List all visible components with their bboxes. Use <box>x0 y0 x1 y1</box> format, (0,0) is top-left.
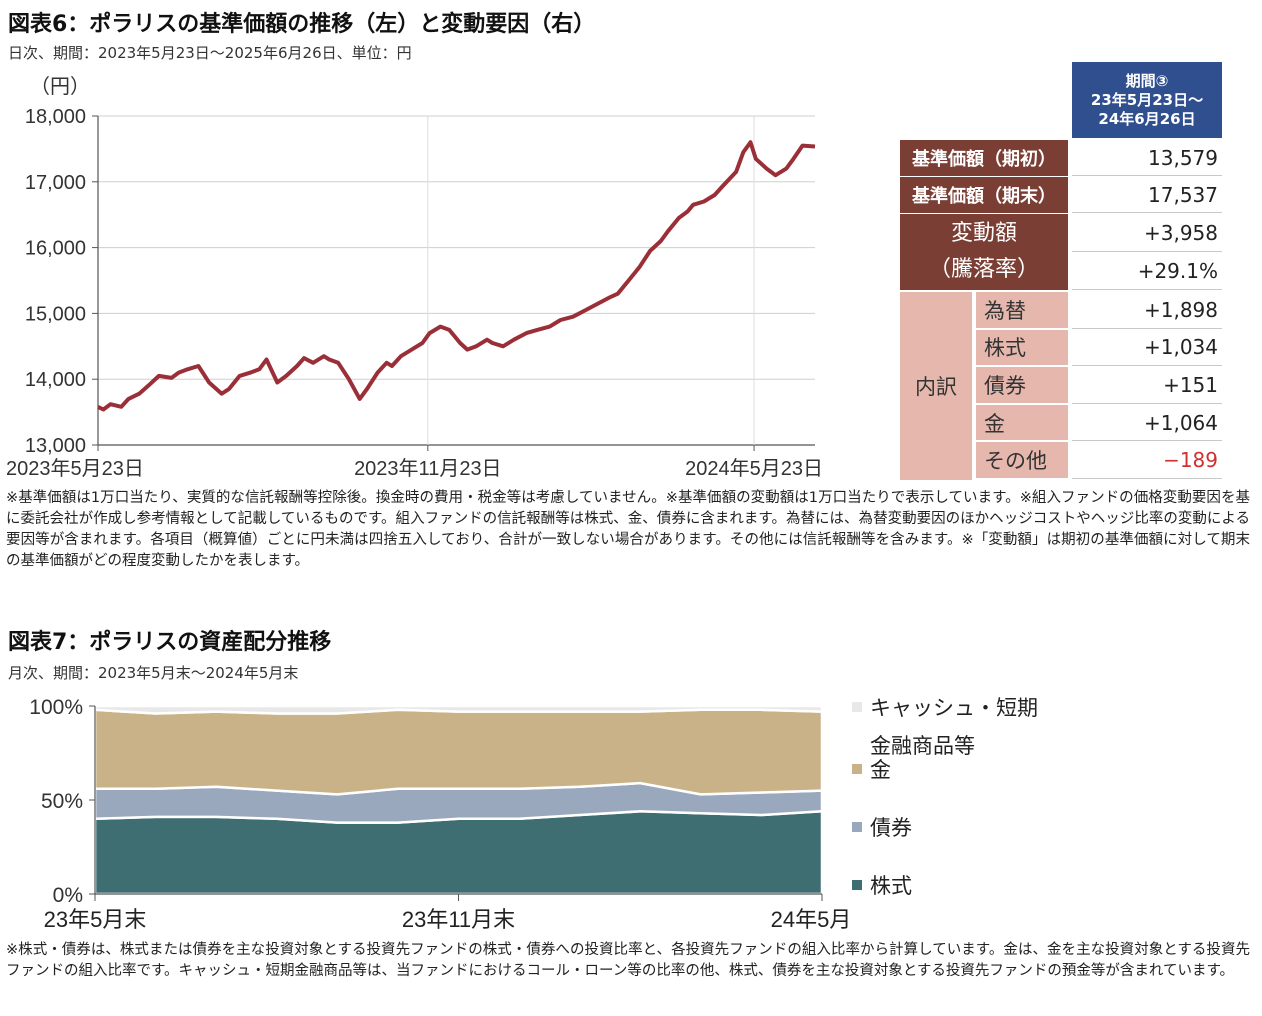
x-tick-label: 2024年5月23日 <box>685 457 823 480</box>
y-tick-label: 100% <box>29 696 83 719</box>
row-value-end-nav: 17,537 <box>1072 177 1222 213</box>
period-header-line1: 期間③ <box>1125 71 1169 90</box>
breakdown-item-value: +1,898 <box>1072 292 1222 329</box>
breakdown-item-value: −189 <box>1072 442 1222 479</box>
breakdown-item-value: +1,064 <box>1072 405 1222 442</box>
area-金 <box>93 708 824 796</box>
legend-swatch-equity <box>852 880 862 890</box>
y-tick-label: 50% <box>41 790 83 813</box>
y-tick-label: 17,000 <box>25 172 86 194</box>
legend-swatch-gold <box>852 764 862 774</box>
legend-label-cash-2: 金融商品等 <box>870 734 975 758</box>
x-tick-label: 23年5月末 <box>44 907 147 932</box>
breakdown-item-value: +1,034 <box>1072 330 1222 367</box>
y-tick-label: 14,000 <box>25 369 86 391</box>
nav-series-line <box>97 140 816 412</box>
row-label-start-nav: 基準価額（期初） <box>900 140 1068 176</box>
area-layers <box>93 704 824 896</box>
fig6-note-text: ※基準価額は1万口当たり、実質的な信託報酬等控除後。換金時の費用・税金等は考慮し… <box>6 490 1250 569</box>
row-label-end-nav: 基準価額（期末） <box>900 177 1068 213</box>
x-tick-label: 23年11月末 <box>402 907 515 932</box>
row-value-change-rate: +29.1% <box>1072 253 1222 290</box>
legend-label-cash-1: キャッシュ・短期 <box>870 696 1038 720</box>
fig6-title: 図表6：ポラリスの基準価額の推移（左）と変動要因（右） <box>8 12 596 37</box>
y-tick-label: 15,000 <box>25 303 86 325</box>
period-header-line3: 24年6月26日 <box>1098 109 1196 128</box>
legend-swatch-bond <box>852 822 862 832</box>
fig7-note-text: ※株式・債券は、株式または債券を主な投資対象とする投資先ファンドの株式・債券への… <box>6 942 1250 979</box>
breakdown-item-label: 債券 <box>976 367 1068 403</box>
line-chart-grid <box>97 115 815 446</box>
legend-swatch-cash <box>852 702 862 712</box>
fig7-title: 図表7：ポラリスの資産配分推移 <box>8 630 332 655</box>
legend-label-gold: 金 <box>870 758 891 782</box>
x-tick-label: 2023年5月23日 <box>6 457 144 480</box>
change-rate-label: （騰落率） <box>928 257 1039 282</box>
line-chart-x-ticks: 2023年5月23日 2023年11月23日 2024年5月23日 <box>6 445 823 480</box>
x-tick-label: 2023年11月23日 <box>354 457 502 480</box>
line-chart-y-ticks: 13,000 14,000 15,000 16,000 17,000 18,000 <box>25 106 98 457</box>
fig7-subtitle: 月次、期間：2023年5月末～2024年5月末 <box>8 664 299 682</box>
breakdown-label: 内訳 <box>900 292 972 480</box>
nav-line-chart: （円） 13,000 14,000 15,000 16,000 17,000 18,000… <box>6 75 823 480</box>
area-chart-axes: 0% 50% 100% 23年5月末 23年11月末 24年5月末 <box>29 696 850 932</box>
breakdown-item-label: 為替 <box>976 292 1068 328</box>
area-キャッシュ・短期金融商品等 <box>93 704 824 715</box>
allocation-area-chart: 0% 50% 100% 23年5月末 23年11月末 24年5月末 <box>29 696 850 932</box>
fig6-subtitle: 日次、期間：2023年5月23日～2025年6月26日、単位：円 <box>8 44 412 62</box>
breakdown-item-value: +151 <box>1072 367 1222 404</box>
row-value-change: +3,958 <box>1072 214 1222 252</box>
change-label: 変動額 <box>950 221 1017 246</box>
legend-label-equity: 株式 <box>870 874 912 898</box>
breakdown-item-label: 株式 <box>976 329 1068 366</box>
x-tick-label: 24年5月末 <box>771 907 850 932</box>
period-header-line2: 23年5月23日～ <box>1090 90 1204 109</box>
y-tick-label: 18,000 <box>25 106 86 128</box>
area-株式 <box>93 810 824 896</box>
legend-label-bond: 債券 <box>870 816 912 840</box>
breakdown-item-label: その他 <box>976 442 1068 478</box>
period-header: 期間③ 23年5月23日～ 24年6月26日 <box>1072 62 1222 138</box>
breakdown-item-label: 金 <box>976 404 1068 441</box>
y-tick-label: 16,000 <box>25 238 86 260</box>
fig7-note: ※株式・債券は、株式または債券を主な投資対象とする投資先ファンドの株式・債券への… <box>6 940 1250 982</box>
y-tick-label: 13,000 <box>25 435 86 457</box>
fig6-note: ※基準価額は1万口当たり、実質的な信託報酬等控除後。換金時の費用・税金等は考慮し… <box>6 488 1250 572</box>
allocation-legend: キャッシュ・短期 金融商品等 金 債券 株式 <box>850 690 1070 900</box>
row-value-start-nav: 13,579 <box>1072 140 1222 176</box>
row-label-change: 変動額 （騰落率） <box>900 214 1068 290</box>
y-tick-label: 0% <box>53 884 83 907</box>
performance-table: 期間③ 23年5月23日～ 24年6月26日 基準価額（期初） 13,579 基… <box>900 62 1225 482</box>
unit-label: （円） <box>30 75 90 98</box>
